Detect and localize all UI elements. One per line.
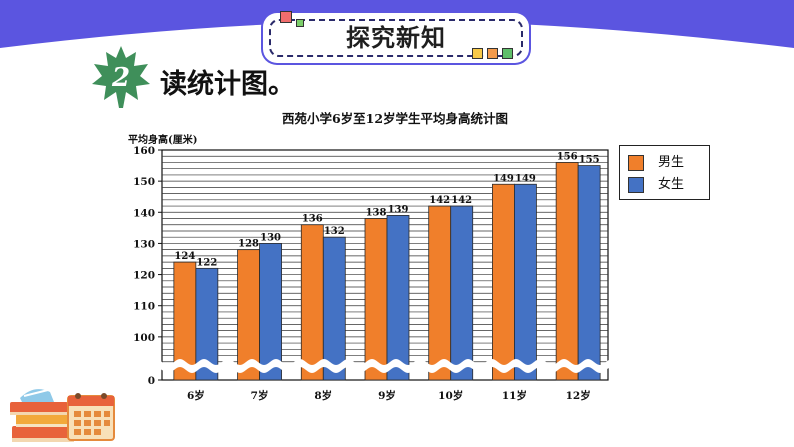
x-tick-label: 7岁 xyxy=(251,389,269,402)
data-label: 130 xyxy=(260,232,281,243)
data-label: 136 xyxy=(302,214,323,225)
bar-boys xyxy=(555,162,579,381)
bar-boys xyxy=(492,183,515,381)
y-tick-label: 0 xyxy=(148,375,155,387)
header-arc-band xyxy=(0,0,794,48)
chart-title: 西苑小学6岁至12岁学生平均身高统计图 xyxy=(281,111,509,126)
data-label: 149 xyxy=(515,173,536,184)
bar-girls xyxy=(322,236,346,381)
section-number: 2 xyxy=(111,63,130,93)
data-label: 132 xyxy=(324,226,345,237)
bar-girls xyxy=(577,165,601,381)
bar-girls xyxy=(195,267,219,381)
banner-title: 探究新知 xyxy=(346,24,446,52)
x-tick-label: 11岁 xyxy=(502,389,527,402)
y-tick-label: 140 xyxy=(133,207,155,219)
deco-square-orange xyxy=(487,48,498,59)
bar-girls xyxy=(514,183,537,381)
data-label: 139 xyxy=(388,204,409,215)
data-label: 124 xyxy=(174,251,195,262)
maple-leaf-icon: 2 xyxy=(92,46,150,108)
x-tick-label: 12岁 xyxy=(566,389,591,402)
y-tick-label: 120 xyxy=(133,270,155,282)
y-tick-label: 150 xyxy=(133,176,155,188)
legend-item-boys: 男生 xyxy=(628,154,708,172)
section-heading: 读统计图。 xyxy=(160,69,295,100)
title-banner: 探究新知 xyxy=(263,11,529,63)
data-label: 142 xyxy=(429,195,450,206)
y-tick-label: 160 xyxy=(133,145,155,157)
y-tick-label: 100 xyxy=(133,332,155,344)
bar-girls xyxy=(450,205,474,381)
y-axis-label: 平均身高(厘米) xyxy=(128,135,198,146)
data-label: 138 xyxy=(366,208,387,219)
data-label: 156 xyxy=(557,151,578,162)
legend-label-girls: 女生 xyxy=(658,177,685,192)
bar-boys xyxy=(364,218,388,381)
bar-girls xyxy=(386,214,410,381)
data-label: 128 xyxy=(238,239,259,250)
chart-legend: 男生 女生 xyxy=(619,145,710,200)
legend-item-girls: 女生 xyxy=(628,176,708,194)
x-tick-label: 10岁 xyxy=(438,389,463,402)
data-label: 122 xyxy=(196,257,217,268)
x-tick-label: 9岁 xyxy=(378,389,396,402)
legend-swatch-girls xyxy=(628,177,644,193)
x-tick-label: 8岁 xyxy=(314,389,332,402)
banner-dashed-border xyxy=(269,19,523,57)
data-label: 142 xyxy=(451,195,472,206)
y-tick-label: 110 xyxy=(133,301,155,313)
legend-swatch-boys xyxy=(628,155,644,171)
y-tick-label: 130 xyxy=(133,238,155,250)
x-tick-label: 6岁 xyxy=(187,389,205,402)
deco-square-yellow xyxy=(472,48,483,59)
legend-label-boys: 男生 xyxy=(658,155,685,170)
bar-boys xyxy=(428,205,452,381)
deco-square-red xyxy=(280,11,292,23)
deco-square-green-small xyxy=(296,19,304,27)
data-label: 149 xyxy=(493,173,514,184)
deco-square-green xyxy=(502,48,513,59)
bar-boys xyxy=(300,224,324,381)
bar-girls xyxy=(259,243,282,381)
data-label: 155 xyxy=(579,155,600,166)
books-calendar-illustration xyxy=(10,389,115,442)
axis-break-band xyxy=(160,359,610,373)
